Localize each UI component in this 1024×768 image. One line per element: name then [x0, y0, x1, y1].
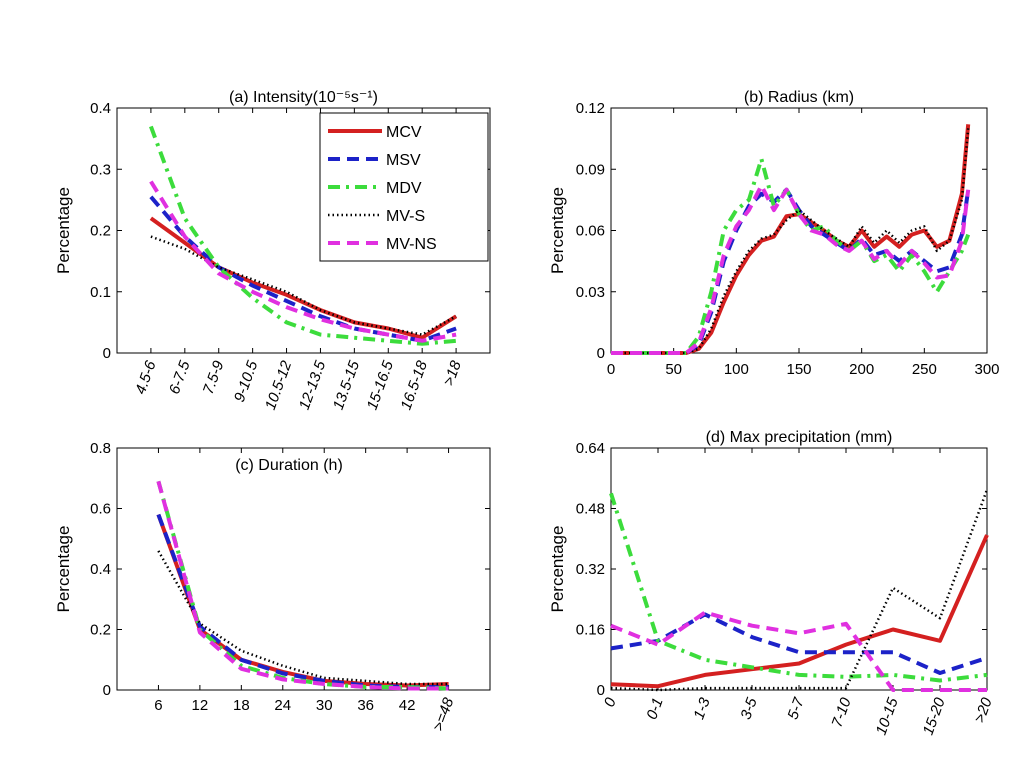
x-tick-label: 12 [192, 697, 209, 714]
axes-box [610, 107, 988, 354]
x-tick-label: 300 [974, 361, 999, 378]
y-tick-label: 0.6 [90, 501, 111, 518]
chart-title: (b) Radius (km) [744, 89, 854, 106]
x-tick-label: 10-15 [873, 695, 902, 737]
series-line-msv [156, 513, 449, 689]
x-tick-label: 3-5 [737, 695, 761, 722]
series-line-mdv [156, 480, 449, 691]
series-line-mcv [156, 513, 449, 688]
y-tick-label: 0.1 [90, 284, 111, 301]
x-tick-label: 5-7 [784, 695, 808, 722]
x-tick-label: 0 [601, 695, 620, 709]
y-tick-label: 0.03 [576, 284, 605, 301]
x-tick-label: 7-10 [829, 695, 855, 730]
y-tick-label: 0.8 [90, 440, 111, 457]
y-axis-label: Percentage [548, 187, 567, 274]
x-tick-label: 0 [607, 361, 615, 378]
panel-max-precipitation: 0 0.16 0.32 0.48 0.64 0 0-1 1-3 3-5 5-7 7-10 10-15 1… [548, 429, 996, 737]
y-tick-label: 0.48 [576, 501, 605, 518]
legend-label: MV-S [386, 208, 425, 225]
x-tick-label: >=48 [430, 695, 458, 734]
panel-radius: 0 0.03 0.06 0.09 0.12 0 50 100 150 200 250 300 (b) R… [548, 89, 1000, 378]
series-line-mv-ns [149, 180, 457, 343]
x-tick-label: 30 [316, 697, 333, 714]
y-axis-label: Percentage [54, 187, 73, 274]
series-line-msv [149, 195, 457, 343]
series-line-mv-s [610, 489, 989, 692]
x-tick-label: >18 [440, 358, 465, 388]
legend: MCV MSV MDV MV-S MV-NS [319, 112, 489, 262]
legend-label: MCV [386, 124, 422, 141]
x-tick-label: 100 [724, 361, 749, 378]
legend-label: MSV [386, 152, 421, 169]
series-line-mv-s [611, 128, 970, 355]
x-tick-label: 13.5-15 [330, 358, 364, 412]
y-tick-label: 0 [103, 345, 111, 362]
chart-title: (a) Intensity(10⁻⁵s⁻¹) [229, 89, 378, 106]
x-tick-label: >20 [971, 695, 996, 725]
y-axis-label: Percentage [54, 526, 73, 613]
x-tick-label: 50 [665, 361, 682, 378]
panel-intensity: 0 0.1 0.2 0.3 0.4 4.5-6 6-7.5 7.5-9 9-10.5 10.5-1… [54, 89, 491, 412]
y-tick-label: 0 [597, 345, 605, 362]
x-tick-label: 42 [399, 697, 416, 714]
series-line-mv-ns [611, 183, 971, 355]
y-tick-label: 0.4 [90, 100, 111, 117]
series-line-mv-s [150, 235, 457, 336]
y-tick-label: 0.12 [576, 100, 605, 117]
x-tick-label: 12-13.5 [296, 358, 330, 412]
y-tick-label: 0 [597, 682, 605, 699]
panel-duration: 0 0.2 0.4 0.6 0.8 6 12 18 24 30 36 42 >=48 (c) Durati… [54, 440, 491, 734]
series-line-mdv [149, 125, 457, 346]
x-tick-label: 200 [849, 361, 874, 378]
series-line-mv-s [157, 550, 449, 686]
x-tick-label: 4.5-6 [132, 358, 160, 397]
x-tick-label: 6 [154, 697, 162, 714]
x-tick-label: 0-1 [643, 696, 666, 722]
x-tick-label: 10.5-12 [262, 358, 296, 412]
x-tick-label: 9-10.5 [231, 358, 262, 404]
y-tick-label: 0 [103, 682, 111, 699]
series-line-mv-ns [610, 610, 987, 692]
x-tick-label: 15-16.5 [364, 358, 398, 412]
y-tick-label: 0.32 [576, 561, 605, 578]
series-line-mdv [609, 492, 988, 683]
x-tick-label: 150 [786, 361, 811, 378]
series-line-mv-ns [156, 480, 449, 691]
y-tick-label: 0.64 [576, 440, 605, 457]
series-line-msv [610, 612, 988, 675]
series-line-mcv [149, 216, 458, 340]
axes-box [610, 447, 988, 691]
y-tick-label: 0.2 [90, 223, 111, 240]
y-tick-label: 0.4 [90, 561, 111, 578]
x-tick-label: 250 [912, 361, 937, 378]
y-axis-label: Percentage [548, 526, 567, 613]
series-line-mcv [611, 124, 971, 355]
legend-label: MV-NS [386, 236, 437, 253]
legend-label: MDV [386, 180, 422, 197]
y-tick-label: 0.09 [576, 161, 605, 178]
x-tick-label: 16.5-18 [398, 358, 432, 412]
x-tick-label: 24 [274, 697, 291, 714]
y-tick-label: 0.06 [576, 223, 605, 240]
x-tick-label: 18 [233, 697, 250, 714]
series-line-mcv [610, 534, 989, 689]
axes-box [116, 447, 491, 691]
x-tick-label: 6-7.5 [166, 358, 194, 397]
x-tick-label: 1-3 [690, 695, 714, 722]
x-tick-label: 15-20 [920, 695, 949, 737]
x-tick-label: 36 [357, 697, 374, 714]
y-tick-label: 0.2 [90, 622, 111, 639]
chart-title: (d) Max precipitation (mm) [706, 429, 893, 446]
x-tick-label: 7.5-9 [200, 358, 228, 397]
chart-title: (c) Duration (h) [235, 457, 343, 474]
y-tick-label: 0.3 [90, 161, 111, 178]
y-tick-label: 0.16 [576, 622, 605, 639]
